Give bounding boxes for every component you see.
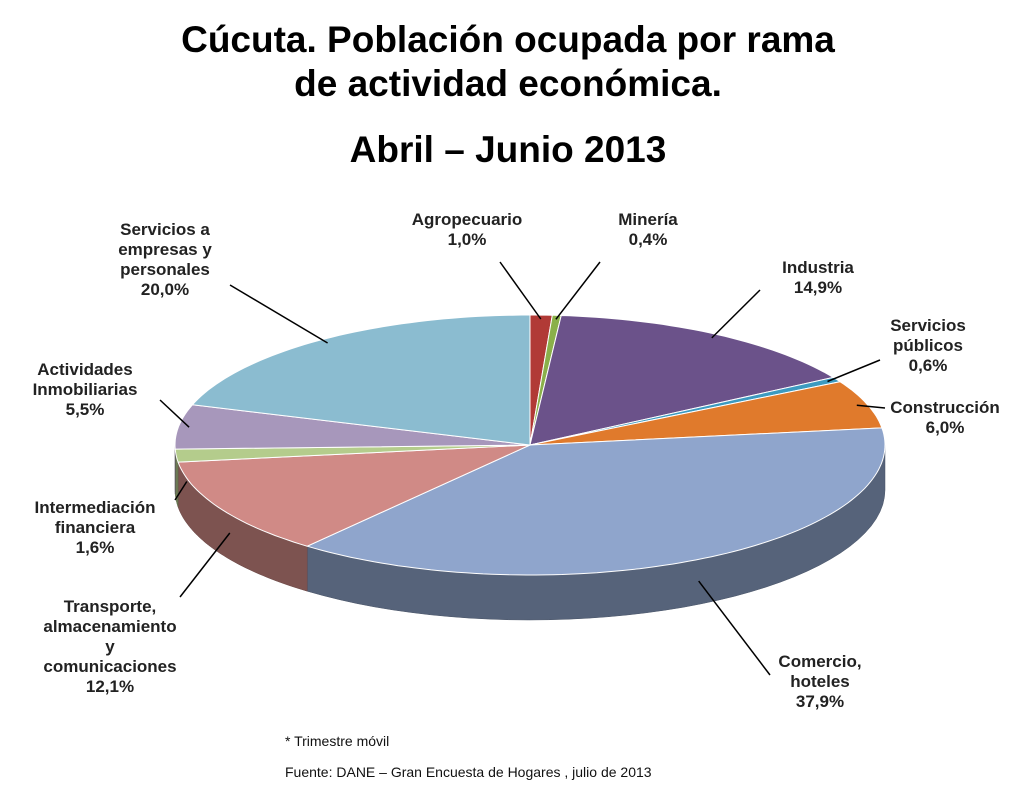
value-label: 1,0% <box>447 230 487 249</box>
slice-label: Servicios a empresas y personales 20,0% <box>118 220 212 300</box>
leader-line <box>499 261 542 320</box>
category-label: Minería <box>618 210 678 229</box>
slice-label: Intermediación financiera 1,6% <box>35 498 156 558</box>
slice-label: Transporte, almacenamiento y comunicacio… <box>43 597 176 697</box>
leader-line <box>698 580 771 676</box>
pie-slice <box>529 381 883 446</box>
category-label: Transporte, almacenamiento y comunicacio… <box>43 597 177 676</box>
slice-label: Comercio, hoteles 37,9% <box>778 652 861 712</box>
pie-slice <box>177 444 531 547</box>
leader-line <box>555 261 601 320</box>
value-label: 20,0% <box>140 280 190 299</box>
slice-label: Minería 0,4% <box>618 210 678 250</box>
value-label: 14,9% <box>793 278 843 297</box>
leader-line <box>856 404 886 409</box>
value-label: 37,9% <box>795 692 845 711</box>
value-label: 6,0% <box>925 418 965 437</box>
chart-title: Cúcuta. Población ocupada por rama de ac… <box>181 19 835 104</box>
leader-line <box>827 359 881 383</box>
pie-slice <box>529 314 835 446</box>
pie-slice <box>174 404 531 450</box>
footnote: * Trimestre móvil <box>285 733 390 749</box>
slice-label: Servicios públicos 0,6% <box>890 316 966 376</box>
category-label: Agropecuario <box>411 210 523 229</box>
category-label: Comercio, hoteles <box>778 652 862 691</box>
slice-label: Actividades Inmobiliarias 5,5% <box>33 360 138 420</box>
category-label: Industria <box>782 258 854 277</box>
pie-slice <box>305 427 886 576</box>
slice-label: Construcción 6,0% <box>890 398 1000 438</box>
value-label: 0,4% <box>628 230 668 249</box>
category-label: Actividades Inmobiliarias <box>32 360 138 399</box>
slice-label: Industria 14,9% <box>782 258 854 298</box>
leader-line <box>179 532 231 598</box>
value-label: 5,5% <box>65 400 105 419</box>
leader-line <box>174 481 188 501</box>
category-label: Construcción <box>890 398 1000 417</box>
slice-label: Agropecuario 1,0% <box>412 210 523 250</box>
value-label: 0,6% <box>908 356 948 375</box>
category-label: Servicios públicos <box>890 316 966 355</box>
value-label: 1,6% <box>75 538 115 557</box>
leader-line <box>159 399 190 428</box>
leader-line <box>711 289 761 339</box>
category-label: Intermediación financiera <box>34 498 156 537</box>
chart-subtitle: Abril – Junio 2013 <box>349 129 667 170</box>
leader-line <box>229 284 328 344</box>
value-label: 12,1% <box>85 677 135 696</box>
category-label: Servicios a empresas y personales <box>118 220 212 279</box>
source-note: Fuente: DANE – Gran Encuesta de Hogares … <box>285 764 652 780</box>
